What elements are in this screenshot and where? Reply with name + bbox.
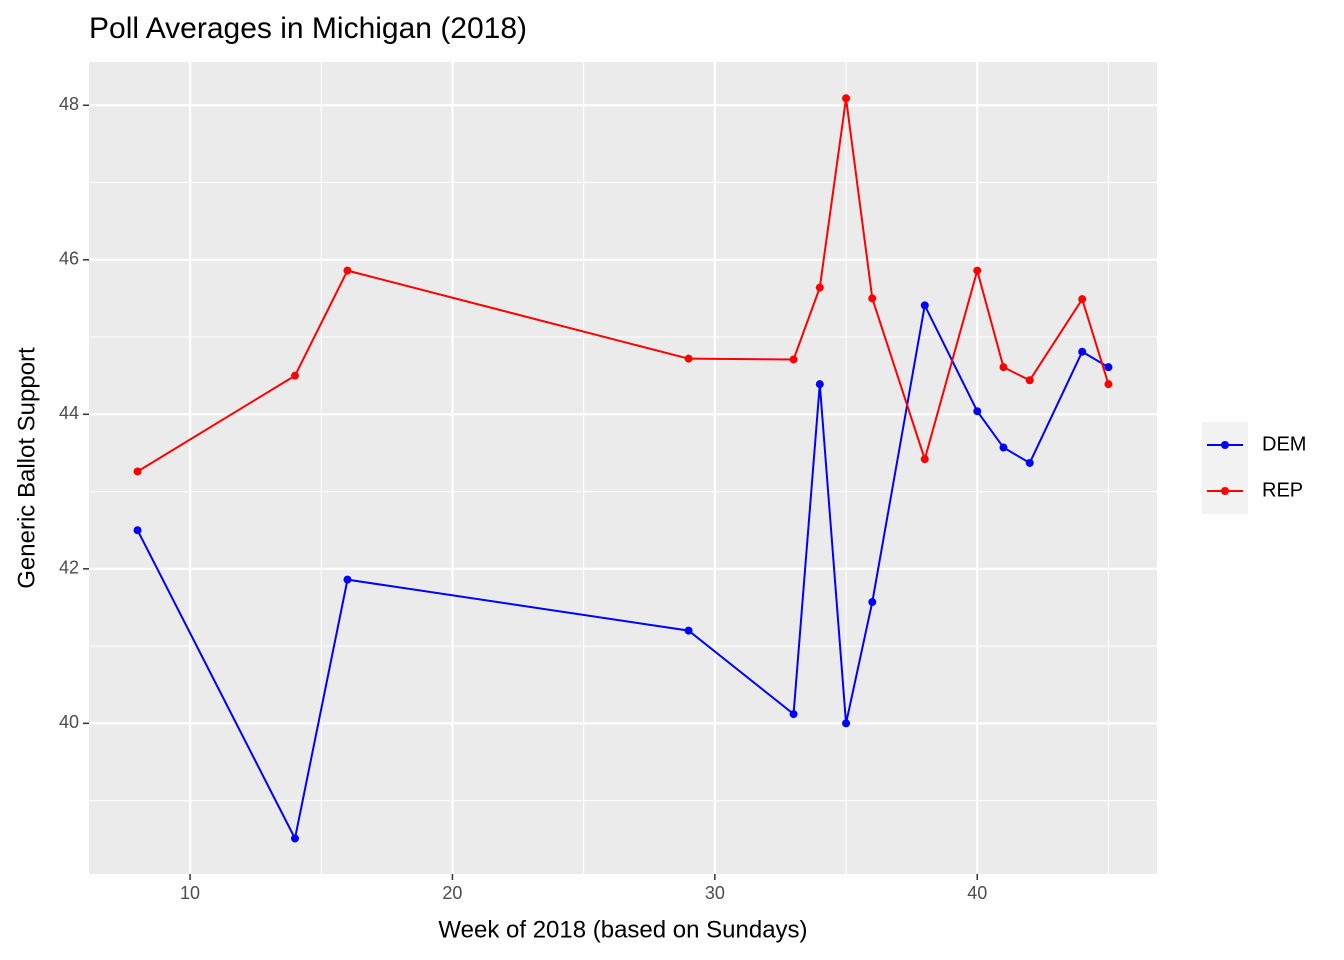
legend-label: REP <box>1262 479 1303 501</box>
y-tick-label: 42 <box>59 558 79 578</box>
x-tick-label: 10 <box>180 883 200 903</box>
x-axis-title: Week of 2018 (based on Sundays) <box>438 916 807 943</box>
point <box>789 710 798 719</box>
point <box>999 363 1008 372</box>
point <box>815 380 824 389</box>
series-line <box>136 302 1109 842</box>
point <box>1104 380 1113 389</box>
y-tick-label: 48 <box>59 94 79 114</box>
point <box>133 526 142 535</box>
point <box>868 294 877 303</box>
point <box>842 94 851 103</box>
chart-title: Poll Averages in Michigan (2018) <box>89 12 527 45</box>
y-tick-label: 46 <box>59 249 79 269</box>
point <box>789 355 798 364</box>
point <box>684 354 693 363</box>
point <box>343 575 352 584</box>
point <box>1078 347 1087 356</box>
point <box>973 266 982 275</box>
legend-key-background <box>1202 422 1248 514</box>
point <box>842 719 851 728</box>
point <box>290 834 299 843</box>
point <box>973 407 982 416</box>
point <box>290 371 299 380</box>
point <box>999 443 1008 452</box>
point <box>343 266 352 275</box>
x-tick-label: 40 <box>967 883 987 903</box>
point <box>1025 458 1034 467</box>
x-tick-label: 20 <box>442 883 462 903</box>
legend-key <box>1221 441 1229 449</box>
y-tick-label: 40 <box>59 712 79 732</box>
point <box>815 283 824 292</box>
point <box>1104 363 1113 372</box>
y-axis-title: Generic Ballot Support <box>13 347 40 589</box>
point <box>920 301 929 310</box>
legend-label: DEM <box>1262 433 1306 455</box>
point <box>1078 295 1087 304</box>
point <box>1025 376 1034 385</box>
point <box>920 455 929 464</box>
legend-key <box>1221 487 1229 495</box>
panel <box>89 62 1157 874</box>
point <box>868 598 877 607</box>
point <box>684 626 693 635</box>
x-tick-label: 30 <box>705 883 725 903</box>
series-line <box>137 98 1110 473</box>
point <box>133 467 142 476</box>
y-tick-label: 44 <box>59 403 79 423</box>
